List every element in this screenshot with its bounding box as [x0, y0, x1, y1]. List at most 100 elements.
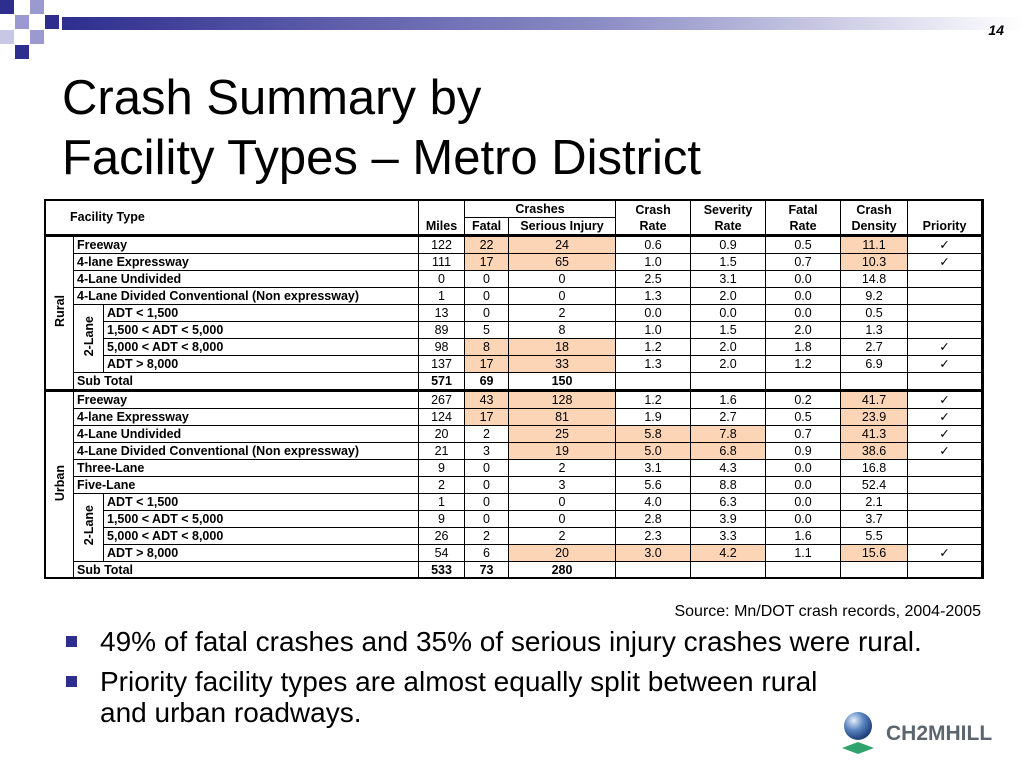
table-row: ADT > 8,000 54 6 20 3.0 4.2 1.1 15.6 ✓: [46, 544, 983, 562]
cell-severity-rate: 3.3: [690, 527, 767, 545]
cell-priority: ✓: [907, 442, 983, 460]
cell-crash-rate: 2.5: [615, 270, 692, 288]
cell-priority: [907, 270, 983, 288]
facility-label: 1,500 < ADT < 5,000: [102, 510, 420, 528]
cell-severity-rate: 2.7: [690, 408, 767, 426]
cell-fatal: 17: [464, 355, 510, 373]
cell-density: 16.8: [840, 459, 909, 477]
bullet-item: Priority facility types are almost equal…: [62, 666, 820, 728]
facility-label: Freeway: [72, 234, 420, 254]
cell-severity-rate: 3.1: [690, 270, 767, 288]
table-row: 4-Lane Undivided 0 0 0 2.5 3.1 0.0 14.8: [46, 270, 983, 288]
subtotal-empty-cell: [765, 372, 842, 391]
cell-fatal-rate: 0.7: [765, 425, 842, 443]
cell-fatal: 0: [464, 459, 510, 477]
cell-priority: ✓: [907, 544, 983, 562]
subtotal-miles: 533: [418, 561, 466, 579]
slide-number: 14: [988, 22, 1004, 38]
table-row: 1,500 < ADT < 5,000 89 5 8 1.0 1.5 2.0 1.3: [46, 321, 983, 339]
cell-severity-rate: 8.8: [690, 476, 767, 494]
cell-fatal-rate: 0.5: [765, 234, 842, 254]
cell-miles: 1: [418, 287, 466, 305]
table-row: 4-Lane Divided Conventional (Non express…: [46, 442, 983, 460]
cell-fatal: 43: [464, 389, 510, 409]
bullet-text: 49% of fatal crashes and 35% of serious …: [100, 626, 922, 657]
cell-fatal: 17: [464, 253, 510, 271]
table-row: Three-Lane 9 0 2 3.1 4.3 0.0 16.8: [46, 459, 983, 477]
cell-miles: 20: [418, 425, 466, 443]
cell-severity-rate: 1.6: [690, 389, 767, 409]
cell-serious: 3: [508, 476, 617, 494]
facility-label: 4-Lane Divided Conventional (Non express…: [72, 442, 420, 460]
cell-density: 1.3: [840, 321, 909, 339]
cell-miles: 21: [418, 442, 466, 460]
subtotal-empty-cell: [907, 561, 983, 579]
cell-severity-rate: 1.5: [690, 253, 767, 271]
cell-serious: 81: [508, 408, 617, 426]
cell-density: 2.7: [840, 338, 909, 356]
table-row: 2-Lane ADT < 1,500 1 0 0 4.0 6.3 0.0 2.1: [46, 493, 983, 562]
cell-serious: 24: [508, 234, 617, 254]
header-fatal: Fatal: [464, 217, 510, 236]
table-row: 2-Lane ADT < 1,500 13 0 2 0.0 0.0 0.0 0.5: [46, 304, 983, 373]
cell-serious: 0: [508, 493, 617, 511]
cell-severity-rate: 0.0: [690, 304, 767, 322]
facility-label: 5,000 < ADT < 8,000: [102, 338, 420, 356]
cell-fatal-rate: 0.0: [765, 510, 842, 528]
logo-text: CH2MHILL: [886, 722, 993, 745]
crash-summary-table: Facility Type Miles Crashes Crash Rate Se…: [44, 200, 983, 579]
table-row: ADT > 8,000 137 17 33 1.3 2.0 1.2 6.9 ✓: [46, 355, 983, 373]
cell-severity-rate: 4.2: [690, 544, 767, 562]
cell-density: 5.5: [840, 527, 909, 545]
cell-fatal-rate: 0.5: [765, 408, 842, 426]
cell-density: 10.3: [840, 253, 909, 271]
cell-crash-rate: 3.0: [615, 544, 692, 562]
cell-miles: 124: [418, 408, 466, 426]
cell-priority: [907, 476, 983, 494]
cell-fatal-rate: 0.2: [765, 389, 842, 409]
cell-serious: 20: [508, 544, 617, 562]
cell-miles: 137: [418, 355, 466, 373]
cell-serious: 25: [508, 425, 617, 443]
two-lane-label: 2-Lane: [73, 493, 104, 562]
cell-crash-rate: 0.6: [615, 234, 692, 254]
cell-crash-rate: 1.0: [615, 321, 692, 339]
cell-serious: 0: [508, 287, 617, 305]
cell-serious: 128: [508, 389, 617, 409]
bullet-square-icon: [66, 636, 77, 647]
cell-serious: 18: [508, 338, 617, 356]
cell-density: 15.6: [840, 544, 909, 562]
cell-miles: 2: [418, 476, 466, 494]
cell-serious: 0: [508, 270, 617, 288]
table-row: Rural Freeway 122 22 24 0.6 0.9 0.5 11.1 ✓: [45, 234, 983, 391]
cell-crash-rate: 1.2: [615, 338, 692, 356]
cell-severity-rate: 1.5: [690, 321, 767, 339]
subtotal-empty-cell: [690, 561, 767, 579]
two-lane-label: 2-Lane: [73, 304, 104, 373]
subtotal-empty-cell: [615, 561, 692, 579]
cell-severity-rate: 4.3: [690, 459, 767, 477]
facility-label: ADT < 1,500: [102, 304, 420, 322]
cell-miles: 89: [418, 321, 466, 339]
header-facility-type: Facility Type: [44, 200, 420, 236]
cell-fatal: 5: [464, 321, 510, 339]
title-line-1: Crash Summary by: [62, 71, 482, 125]
table-row: 1,500 < ADT < 5,000 9 0 0 2.8 3.9 0.0 3.7: [46, 510, 983, 528]
facility-label: Freeway: [72, 389, 420, 409]
subtotal-empty-cell: [765, 561, 842, 579]
cell-crash-rate: 1.2: [615, 389, 692, 409]
table-row: Five-Lane 2 0 3 5.6 8.8 0.0 52.4: [46, 476, 983, 494]
ch2mhill-logo: [842, 712, 874, 754]
subtotal-row: Sub Total 533 73 280: [46, 561, 983, 579]
cell-fatal-rate: 0.0: [765, 270, 842, 288]
cell-miles: 267: [418, 389, 466, 409]
cell-severity-rate: 2.0: [690, 287, 767, 305]
subtotal-empty-cell: [907, 372, 983, 391]
cell-miles: 1: [418, 493, 466, 511]
cell-priority: ✓: [907, 425, 983, 443]
cell-fatal-rate: 0.0: [765, 476, 842, 494]
slide-title: Crash Summary by Facility Types – Metro …: [62, 68, 701, 188]
cell-crash-rate: 5.6: [615, 476, 692, 494]
cell-serious: 19: [508, 442, 617, 460]
cell-crash-rate: 1.3: [615, 355, 692, 373]
